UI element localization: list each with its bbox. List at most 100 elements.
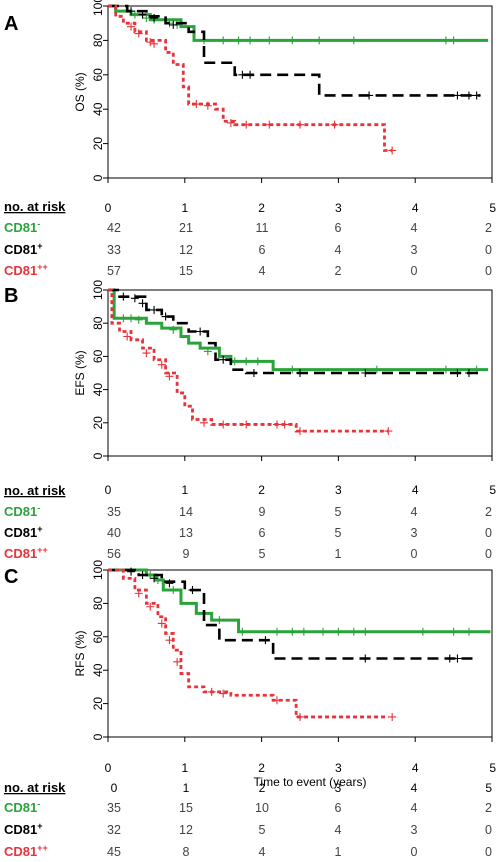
censor-mark: [150, 305, 159, 314]
survival-curve-dashed: [108, 288, 481, 375]
risk-count: 12: [179, 243, 193, 257]
risk-count: 33: [107, 243, 121, 257]
risk-time-label: 0: [111, 781, 118, 795]
censor-mark: [453, 369, 462, 377]
censor-mark: [161, 312, 170, 321]
risk-count: 3: [411, 526, 418, 540]
y-tick-label: 80: [91, 33, 105, 47]
y-tick-label: 20: [91, 697, 105, 711]
risk-count: 0: [411, 547, 418, 561]
risk-count: 57: [107, 264, 121, 278]
survival-curve-dotted: [108, 288, 389, 433]
panel-letter: C: [4, 566, 18, 588]
censor-mark: [242, 120, 251, 129]
censor-mark: [288, 627, 297, 636]
risk-count: 56: [107, 547, 121, 561]
censor-mark: [219, 420, 228, 429]
censor-mark: [361, 654, 370, 663]
risk-count: 3: [411, 243, 418, 257]
risk-count: 4: [411, 505, 418, 519]
x-axis-label: Time to event (years): [254, 775, 367, 789]
risk-time-label: 4: [411, 781, 418, 795]
y-tick-label: 40: [91, 383, 105, 397]
censor-mark: [192, 100, 201, 109]
risk-count: 3: [411, 823, 418, 837]
y-tick-label: 100: [91, 560, 105, 580]
censor-mark: [134, 315, 143, 324]
censor-mark: [173, 657, 182, 666]
risk-table-header: no. at risk: [4, 199, 66, 214]
risk-count: 11: [256, 221, 269, 235]
censor-mark: [349, 36, 358, 45]
y-tick-label: 60: [91, 630, 105, 644]
censor-mark: [134, 29, 143, 38]
censor-mark: [261, 636, 270, 645]
x-tick-label: 1: [181, 483, 188, 497]
censor-mark: [445, 654, 454, 663]
risk-group-label: CD81-: [4, 219, 40, 235]
censor-mark: [238, 70, 247, 79]
survival-curve-dashed: [108, 4, 481, 97]
risk-group-label: CD81+: [4, 241, 43, 257]
censor-mark: [169, 586, 178, 595]
survival-curve-solid: [108, 568, 491, 634]
y-tick-label: 0: [91, 452, 105, 459]
x-tick-label: 5: [489, 201, 496, 215]
censor-mark: [296, 427, 304, 436]
censor-mark: [142, 349, 151, 358]
risk-group-label: CD81++: [4, 843, 48, 859]
censor-mark: [334, 627, 343, 636]
x-tick-label: 3: [335, 483, 342, 497]
survival-curve-dotted: [108, 568, 389, 719]
censor-mark: [384, 427, 393, 436]
x-tick-label: 5: [489, 483, 496, 497]
risk-count: 45: [107, 845, 121, 859]
censor-mark: [138, 10, 147, 19]
risk-count: 6: [335, 801, 342, 815]
censor-mark: [299, 627, 308, 636]
risk-count: 6: [259, 526, 266, 540]
censor-mark: [203, 101, 212, 110]
censor-mark: [146, 602, 155, 611]
risk-count: 4: [335, 823, 342, 837]
censor-mark: [165, 636, 174, 645]
censor-mark: [130, 294, 139, 303]
censor-mark: [242, 357, 251, 366]
y-axis-label: RFS (%): [73, 631, 87, 677]
risk-count: 6: [335, 221, 342, 235]
censor-mark: [119, 292, 128, 301]
censor-mark: [200, 418, 208, 427]
survival-curve-dotted: [108, 4, 393, 152]
censor-mark: [150, 14, 159, 23]
censor-mark: [215, 616, 224, 625]
censor-mark: [123, 332, 132, 341]
risk-time-label: 3: [335, 781, 342, 795]
risk-count: 4: [411, 801, 418, 815]
x-tick-label: 3: [335, 761, 342, 775]
censor-mark: [219, 36, 228, 45]
x-tick-label: 2: [258, 761, 265, 775]
risk-count: 13: [179, 526, 193, 540]
risk-group-label: CD81+: [4, 524, 43, 540]
x-tick-label: 4: [412, 201, 419, 215]
censor-mark: [226, 118, 235, 127]
censor-mark: [365, 91, 374, 100]
censor-mark: [449, 627, 458, 636]
risk-count: 0: [485, 264, 492, 278]
x-tick-label: 4: [412, 761, 419, 775]
risk-count: 0: [485, 243, 492, 257]
risk-count: 1: [335, 547, 342, 561]
risk-group-label: CD81+: [4, 821, 43, 837]
risk-count: 14: [179, 505, 193, 519]
risk-count: 5: [259, 823, 266, 837]
y-tick-label: 40: [91, 102, 105, 116]
x-tick-label: 0: [105, 761, 112, 775]
risk-count: 9: [259, 505, 266, 519]
y-tick-label: 20: [91, 416, 105, 430]
risk-time-label: 2: [259, 781, 266, 795]
censor-mark: [219, 689, 228, 698]
risk-count: 10: [255, 801, 269, 815]
y-tick-label: 80: [91, 596, 105, 610]
risk-count: 15: [179, 264, 193, 278]
